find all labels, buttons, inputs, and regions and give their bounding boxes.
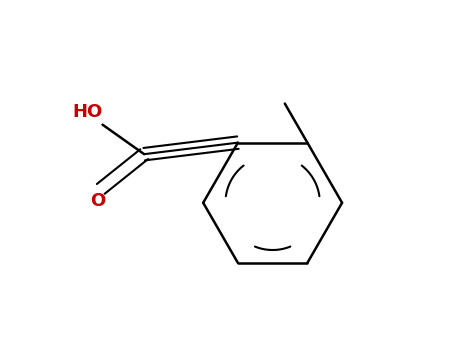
Text: HO: HO: [72, 103, 102, 121]
Text: O: O: [90, 193, 105, 210]
